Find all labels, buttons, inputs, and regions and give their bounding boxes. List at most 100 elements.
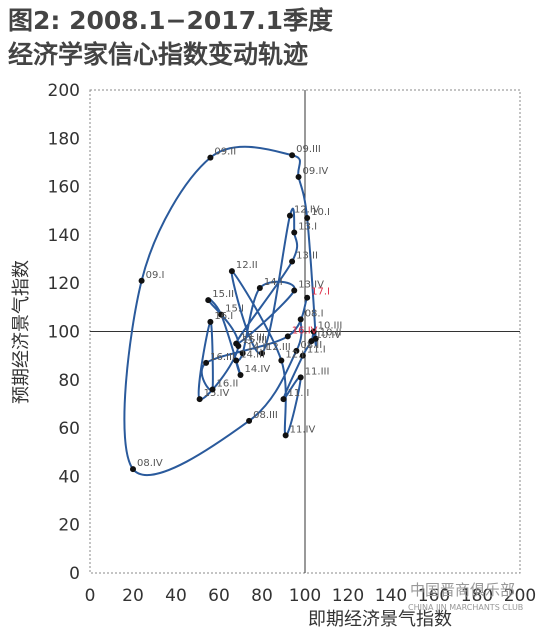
point [299, 352, 306, 359]
point [256, 285, 263, 292]
y-tick-label: 20 [58, 516, 80, 536]
y-tick-label: 180 [48, 129, 80, 149]
point-label: 16.III [210, 352, 235, 363]
x-tick-label: 140 [375, 586, 407, 606]
point-label: 13.IV [298, 279, 324, 290]
point-label: 12.I [285, 349, 304, 360]
point [308, 338, 315, 345]
point [209, 386, 216, 393]
point-label: 15.III [242, 335, 267, 346]
point [291, 229, 298, 236]
point-label: 09.III [296, 144, 321, 155]
point-label: 14.I [264, 277, 283, 288]
point-label: 16.I [214, 311, 233, 322]
point [205, 297, 212, 304]
y-tick-label: 140 [48, 226, 80, 246]
point-label: 16.II [217, 378, 239, 389]
point-label: 15.I [225, 304, 244, 315]
point-label: 08.II [300, 340, 322, 351]
point [289, 258, 296, 265]
point-label: 09.II [214, 147, 236, 158]
point-label: 12.IV [294, 205, 320, 216]
point [203, 359, 210, 366]
y-tick-label: 40 [58, 467, 80, 487]
point [295, 173, 302, 180]
point [297, 374, 304, 381]
point [293, 347, 300, 354]
point-label: 11.IV [290, 424, 316, 435]
point-label: 17.I [311, 287, 330, 298]
watermark: CHINA JIN MARCHANTS CLUB [408, 603, 523, 612]
point-label: 10.II [320, 328, 342, 339]
point [233, 357, 240, 364]
point-label: 15.II [212, 289, 234, 300]
point [286, 212, 293, 219]
x-axis-label: 即期经济景气指数 [308, 609, 452, 630]
x-tick-label: 0 [85, 586, 96, 606]
x-tick-label: 40 [165, 586, 187, 606]
point [259, 350, 265, 357]
point-label: 12.II [236, 260, 258, 271]
point [138, 277, 145, 284]
y-tick-label: 200 [48, 81, 80, 101]
point-label: 08.III [253, 410, 278, 421]
point-label: 13.II [296, 250, 318, 261]
point [304, 294, 311, 301]
y-tick-label: 60 [58, 419, 80, 439]
point [246, 417, 253, 424]
point [278, 357, 285, 364]
point [310, 328, 317, 335]
point-label: 13.III [240, 333, 265, 344]
y-tick-label: 80 [58, 371, 80, 391]
point [291, 287, 298, 294]
x-tick-label: 20 [122, 586, 144, 606]
x-tick-label: 200 [504, 586, 536, 606]
point [207, 318, 214, 325]
point-label: 14.III [240, 349, 265, 360]
point [196, 396, 203, 403]
point-label: 14.II [247, 342, 269, 353]
point-label: 11.III [305, 366, 330, 377]
point [207, 154, 214, 161]
y-tick-label: 100 [48, 323, 80, 343]
point-label: 10.I [311, 207, 330, 218]
point [282, 432, 289, 439]
point-label: 14.IV [245, 364, 271, 375]
x-tick-label: 160 [418, 586, 450, 606]
point [218, 311, 225, 318]
point-label: 13.I [298, 221, 317, 232]
point-label: 11.II [288, 388, 310, 399]
point-label: 10.III [318, 321, 343, 332]
y-tick-label: 0 [69, 564, 80, 584]
x-tick-label: 180 [461, 586, 493, 606]
point-label: 08.I [305, 308, 324, 319]
y-tick-label: 120 [48, 274, 80, 294]
point [289, 152, 296, 159]
x-tick-label: 80 [251, 586, 273, 606]
point-label: 12.III [266, 342, 291, 353]
point-label: 15.IV [204, 388, 230, 399]
y-axis-label: 预期经济景气指数 [11, 260, 32, 404]
x-tick-label: 120 [332, 586, 364, 606]
point [130, 466, 136, 473]
point [237, 371, 244, 378]
x-tick-label: 60 [208, 586, 230, 606]
point [304, 214, 311, 221]
point-label: 10.IV [315, 330, 341, 341]
point-label: 09.I [146, 270, 165, 281]
point-label: 08.IV [137, 458, 163, 469]
chart-title: 图2: 2008.1−2017.1季度经济学家信心指数变动轨迹 [8, 6, 333, 69]
point-label: 16.IV [292, 325, 318, 336]
point [297, 316, 304, 323]
point [280, 396, 287, 403]
watermark: 中国晋商俱乐部 [410, 581, 515, 599]
point-label: 11.I [307, 345, 326, 356]
point [235, 342, 242, 349]
point [239, 350, 246, 357]
point [228, 268, 235, 275]
point-label: 09.IV [303, 166, 329, 177]
x-tick-label: 100 [289, 586, 321, 606]
point [284, 333, 291, 340]
